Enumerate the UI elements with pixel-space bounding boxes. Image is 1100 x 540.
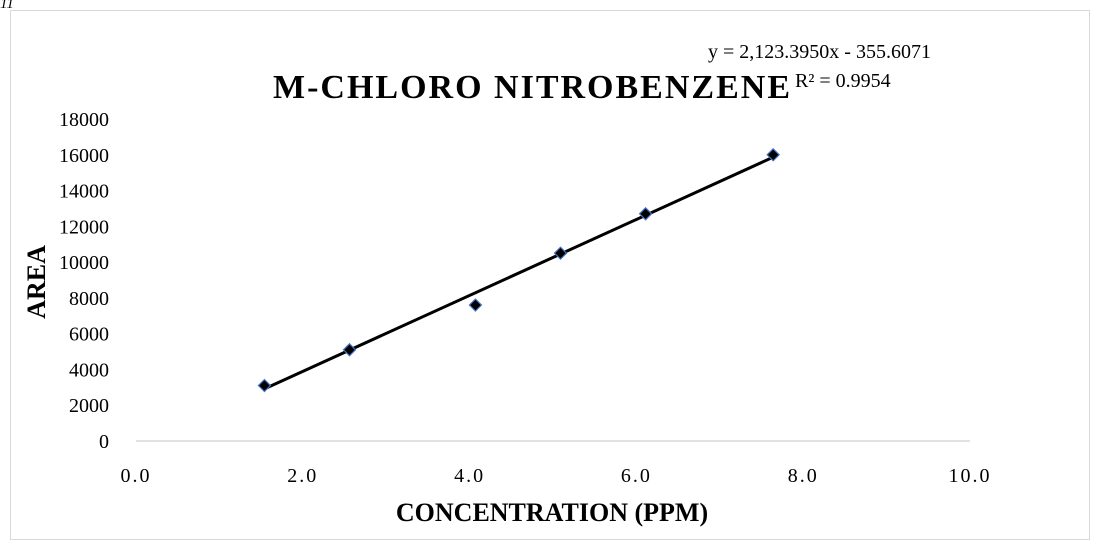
data-point-marker <box>468 298 483 312</box>
data-point-marker <box>342 342 357 357</box>
y-tick-label: 18000 <box>59 109 109 131</box>
y-tick-label: 10000 <box>59 252 109 274</box>
page-corner-mark: 11 <box>0 0 14 12</box>
y-axis-label: AREA <box>22 245 51 319</box>
x-tick-label: 4.0 <box>454 465 485 487</box>
x-tick-label: 6.0 <box>621 465 652 487</box>
x-tick-label: 2.0 <box>287 465 318 487</box>
trendline-equation: y = 2,123.3950x - 355.6071 <box>708 41 931 63</box>
y-tick-labels: 0 2000 4000 6000 8000 10000 12000 14000 16000 180… <box>59 109 109 453</box>
y-tick-label: 8000 <box>69 288 109 310</box>
y-tick-label: 0 <box>99 431 109 453</box>
x-tick-label: 8.0 <box>788 465 819 487</box>
x-tick-label: 10.0 <box>949 465 992 487</box>
data-point-marker <box>638 206 653 221</box>
x-axis-label: CONCENTRATION (PPM) <box>396 498 708 527</box>
data-point-marker <box>553 246 568 261</box>
y-tick-label: 12000 <box>59 216 109 238</box>
data-point-marker <box>766 147 781 162</box>
trendline-r-squared: R² = 0.9954 <box>795 70 891 92</box>
y-tick-label: 6000 <box>69 324 109 346</box>
y-tick-label: 14000 <box>59 181 109 203</box>
y-tick-label: 16000 <box>59 145 109 167</box>
x-tick-label: 0.0 <box>121 465 152 487</box>
y-tick-label: 4000 <box>69 359 109 381</box>
scatter-chart: M-CHLORO NITROBENZENE y = 2,123.3950x - … <box>22 41 992 527</box>
trendline-group <box>263 155 774 391</box>
data-points <box>257 147 781 393</box>
y-tick-label: 2000 <box>69 395 109 417</box>
trendline <box>263 155 774 391</box>
data-point-marker <box>257 378 272 393</box>
chart-title: M-CHLORO NITROBENZENE <box>273 69 792 106</box>
x-tick-labels: 0.0 2.0 4.0 6.0 8.0 10.0 <box>121 465 992 487</box>
